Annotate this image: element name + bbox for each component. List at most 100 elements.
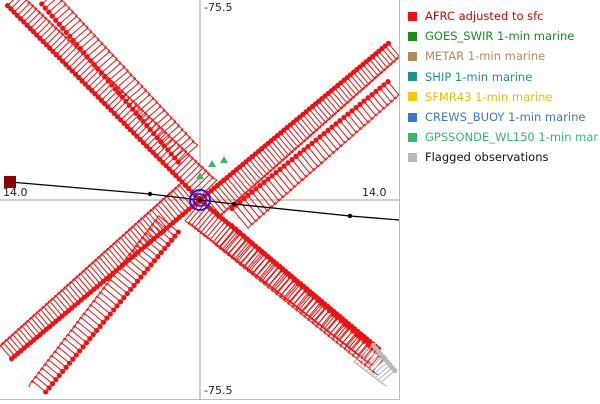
obs-point [296, 281, 301, 286]
wind-barb-staff [69, 53, 84, 67]
wind-barb-staff [320, 314, 334, 330]
wind-barb-staff [27, 12, 40, 25]
storm-track-point [148, 192, 152, 196]
wind-barb-staff [272, 176, 287, 195]
obs-point [257, 183, 262, 188]
wind-barb-staff [77, 31, 92, 44]
wind-barb-staff [43, 28, 57, 42]
wind-barb-staff [54, 351, 69, 363]
wind-barb-staff [292, 160, 306, 178]
wind-barb-staff [12, 334, 24, 348]
wind-barb-staff [3, 342, 15, 356]
wind-barb-staff [59, 44, 73, 58]
legend-swatch [408, 92, 417, 101]
wind-barb-staff [382, 49, 394, 63]
wind-barb-staff [338, 85, 351, 101]
wind-barb-staff [360, 104, 372, 119]
obs-point [176, 159, 181, 164]
wind-barb-staff [52, 298, 65, 314]
wind-barb-staff [90, 304, 107, 318]
obs-point [121, 295, 126, 300]
legend-item: SHIP 1-min marine [408, 67, 600, 87]
wind-barb-staff [14, 0, 27, 12]
wind-barb-staff [280, 169, 295, 187]
wind-barb-staff [300, 297, 314, 313]
obs-point [123, 99, 128, 104]
wind-barb-staff [71, 330, 87, 343]
obs-point [50, 14, 55, 19]
wind-barb-staff [46, 31, 60, 45]
track-layer [10, 182, 400, 220]
wind-barb-staff [49, 301, 62, 316]
obs-point [323, 305, 328, 310]
obs-point [345, 112, 350, 117]
wind-barb-staff [119, 78, 136, 93]
obs-point [269, 173, 274, 178]
wind-barb-staff [93, 300, 110, 314]
obs-point [98, 324, 103, 329]
wind-barb-staff [66, 50, 81, 64]
wind-barb-staff [308, 147, 322, 164]
wind-barb-staff [312, 307, 326, 323]
legend-swatch [408, 113, 417, 122]
obs-point [392, 368, 397, 373]
obs-point [366, 342, 371, 347]
wind-barb-staff [37, 21, 51, 35]
obs-point [125, 291, 130, 296]
wind-barb-staff [84, 313, 100, 327]
obs-point [264, 254, 269, 259]
obs-point [288, 274, 293, 279]
wind-barb-staff [287, 287, 302, 304]
obs-point [104, 316, 109, 321]
obs-point [92, 62, 97, 67]
wind-barb-staff [87, 309, 104, 323]
wind-barb-staff [300, 153, 314, 170]
storm-track-point [348, 214, 352, 218]
obs-point [241, 196, 246, 201]
wind-barb-staff [15, 331, 27, 345]
wind-barb-staff [53, 37, 67, 51]
wind-barb-staff [25, 323, 37, 338]
wind-barb-feather [399, 90, 400, 96]
wind-barb-staff [271, 273, 286, 290]
wind-barb-staff [354, 72, 366, 87]
wind-barb-staff [332, 127, 345, 143]
obs-point [145, 266, 150, 271]
obs-point [152, 258, 157, 263]
obs-point [109, 82, 114, 87]
obs-point [176, 229, 181, 234]
obs-point [60, 369, 65, 374]
wind-barb-staff [6, 339, 18, 353]
chart-svg [0, 0, 400, 400]
wind-barb-staff [376, 54, 388, 68]
wind-barb-staff [74, 325, 90, 338]
obs-point [81, 50, 86, 55]
wind-barb-staff [235, 243, 251, 262]
obs-point [144, 123, 149, 128]
wind-barb-staff [363, 64, 375, 79]
wind-barb-staff [113, 275, 131, 290]
obs-point [361, 99, 366, 104]
obs-point [113, 86, 118, 91]
obs-point [60, 26, 65, 31]
wind-barb-staff [252, 192, 268, 211]
wind-barb-staff [46, 303, 59, 318]
legend-label: SHIP 1-min marine [425, 70, 532, 84]
wind-barb-staff [97, 296, 114, 310]
wind-barb-staff [320, 137, 334, 154]
wind-barb-staff [256, 189, 272, 208]
wind-barb-staff [37, 312, 50, 327]
obs-point [74, 352, 79, 357]
obs-point [57, 22, 62, 27]
wind-barb-staff [236, 205, 252, 225]
obs-point [159, 250, 164, 255]
wind-barb-staff [379, 51, 391, 65]
obs-point [276, 264, 281, 269]
axis-label-left: 14.0 [3, 186, 28, 199]
wind-barb-staff [360, 67, 372, 82]
obs-point [309, 141, 314, 146]
wind-barb-staff [126, 86, 143, 101]
wind-barb-staff [381, 371, 395, 383]
wind-barb-staff [284, 166, 299, 184]
